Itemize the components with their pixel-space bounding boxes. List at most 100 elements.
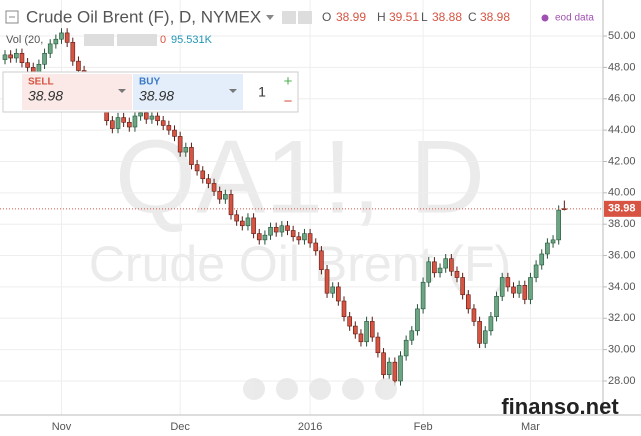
ohlc-value: 39.51 — [389, 10, 419, 24]
candle-body — [59, 32, 64, 40]
candle-body — [494, 296, 499, 317]
volume-icons[interactable] — [84, 34, 114, 46]
candle-body — [307, 233, 313, 244]
candle-body — [364, 321, 369, 343]
candle-body — [251, 217, 256, 234]
candle-body — [273, 227, 279, 233]
candle-body — [403, 339, 409, 357]
buy-dropdown[interactable] — [229, 89, 237, 93]
y-tick-label: 34.00 — [608, 281, 636, 293]
candle-body — [262, 234, 268, 241]
ohlc-value: 38.99 — [336, 10, 366, 24]
candle-body — [375, 336, 381, 354]
reset[interactable] — [309, 378, 331, 400]
ohlc-label: C — [468, 10, 477, 24]
candle-body — [206, 178, 211, 184]
candle-body — [172, 129, 177, 137]
candle-body — [240, 220, 245, 227]
navigation-buttons — [243, 378, 397, 400]
candle-body — [217, 190, 222, 200]
candle-body — [409, 330, 415, 341]
candle-body — [2, 54, 8, 60]
buy-price: 38.98 — [139, 88, 174, 104]
candle-body — [160, 120, 166, 126]
candle-body — [296, 236, 302, 241]
sell-dropdown[interactable] — [118, 89, 126, 93]
y-tick-label: 36.00 — [608, 249, 636, 261]
candle-body — [341, 300, 347, 317]
watermark-name: Crude Oil Brent (F) — [89, 236, 511, 292]
candle-body — [268, 227, 273, 236]
candle-body — [352, 325, 358, 335]
candle-body — [516, 285, 522, 294]
candle-body — [228, 194, 234, 216]
candle-body — [460, 277, 465, 296]
x-tick-label: Dec — [170, 421, 190, 433]
decrease-button[interactable]: − — [284, 93, 293, 110]
candle-body — [166, 125, 172, 131]
candle-body — [200, 170, 206, 180]
candle-body — [347, 316, 352, 327]
candle-body — [53, 38, 59, 45]
zoom-out[interactable] — [276, 378, 298, 400]
y-tick-label: 28.00 — [608, 375, 636, 387]
last-price-label: 38.98 — [608, 203, 636, 215]
candle-body — [432, 261, 437, 274]
candle-body — [110, 120, 115, 129]
candle-body — [177, 136, 183, 153]
source-dot — [541, 14, 549, 22]
candle-body — [47, 43, 53, 54]
zoom-in[interactable] — [342, 378, 364, 400]
candle-body — [279, 225, 285, 233]
candle-body — [211, 183, 217, 192]
y-tick-label: 40.00 — [608, 187, 636, 199]
candle-body — [143, 112, 149, 120]
candle-body — [223, 194, 228, 200]
volume-ma-value: 95.531K — [171, 34, 213, 46]
candle-body — [386, 361, 392, 376]
y-tick-label: 30.00 — [608, 344, 636, 356]
candle-body — [528, 277, 533, 300]
candle-body — [234, 214, 239, 222]
candle-body — [256, 233, 262, 241]
y-tick-label: 48.00 — [608, 61, 636, 73]
ohlc-value: 38.98 — [480, 10, 510, 24]
collapse-icon[interactable] — [5, 10, 19, 24]
increase-button[interactable]: + — [284, 73, 293, 90]
dropdown-icon[interactable] — [266, 15, 274, 20]
candle-body — [285, 225, 290, 231]
x-tick-label: 2016 — [298, 421, 322, 433]
candle-body — [19, 53, 25, 64]
settings-icon[interactable] — [282, 11, 296, 24]
watermark-symbol: QA1!, D — [115, 119, 485, 235]
quantity[interactable]: 1 — [258, 84, 266, 100]
candle-body — [426, 261, 432, 283]
y-tick-label: 44.00 — [608, 124, 636, 136]
close-icon[interactable] — [298, 11, 312, 24]
sell-button[interactable] — [22, 74, 132, 110]
candle-body — [8, 54, 13, 59]
candle-body — [194, 164, 200, 172]
candle-body — [138, 112, 143, 117]
candle-body — [76, 60, 81, 71]
candle-body — [336, 286, 341, 302]
scroll-right[interactable] — [375, 378, 397, 400]
candle-body — [14, 53, 19, 59]
candle-body — [330, 286, 336, 294]
candle-body — [381, 352, 386, 376]
candle-body — [25, 62, 30, 68]
candle-body — [70, 42, 76, 62]
buy-label: BUY — [139, 77, 160, 88]
candle-body — [511, 286, 516, 294]
candle-body — [522, 285, 528, 300]
candle-body — [121, 117, 126, 123]
sell-price: 38.98 — [28, 88, 63, 104]
volume-icons[interactable] — [117, 34, 157, 46]
buy-button[interactable] — [133, 74, 243, 110]
y-tick-label: 42.00 — [608, 155, 636, 167]
scroll-left[interactable] — [243, 378, 265, 400]
volume-value: 0 — [160, 34, 166, 46]
candle-body — [302, 233, 307, 241]
sell-label: SELL — [28, 77, 54, 88]
